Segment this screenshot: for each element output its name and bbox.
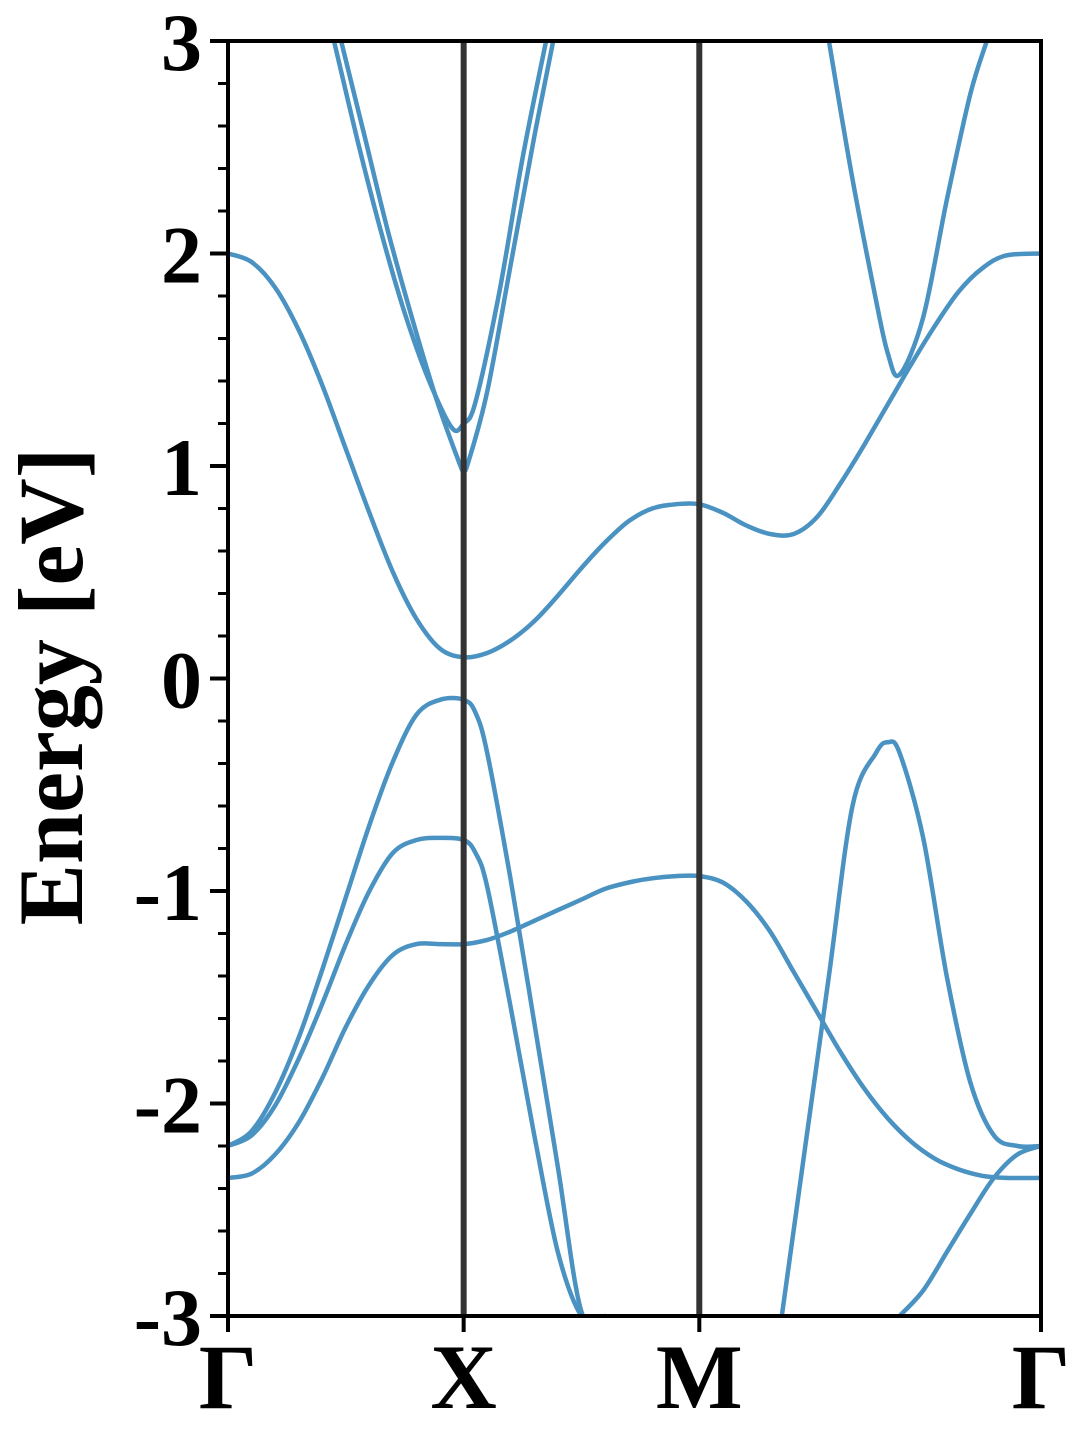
y-tick-label: 3 (161, 0, 202, 88)
y-axis-label: Energy [eV] (0, 448, 102, 926)
x-tick-label: M (656, 1326, 743, 1428)
band-line-1 (228, 251, 1041, 660)
y-tick-label: -1 (134, 847, 202, 938)
y-tick-label: -3 (134, 1272, 202, 1363)
band-line-5 (228, 695, 606, 1316)
plot-frame (226, 39, 1043, 1318)
x-tick-label: Γ (1012, 1326, 1071, 1428)
band-line-2 (331, 41, 549, 434)
band-line-3 (338, 41, 556, 474)
band-line-4 (826, 41, 989, 379)
y-tick-label: 1 (161, 422, 202, 513)
bands-layer (228, 41, 1041, 1316)
labels-layer: -3 -2 -1 0 1 2 3 Γ X M Γ Energy [eV] (0, 0, 1070, 1428)
x-tick-label: Γ (199, 1326, 258, 1428)
y-tick-label: -2 (134, 1060, 202, 1151)
band-line-6 (228, 835, 601, 1316)
band-line-8 (779, 739, 1041, 1316)
y-tick-label: 0 (161, 635, 202, 726)
band-line-7 (228, 873, 1041, 1181)
band-line-9 (897, 1143, 1041, 1316)
vlines-layer (460, 41, 703, 1316)
x-tick-label: X (430, 1326, 496, 1428)
y-tick-label: 2 (161, 210, 202, 301)
axes-layer (210, 39, 1043, 1332)
